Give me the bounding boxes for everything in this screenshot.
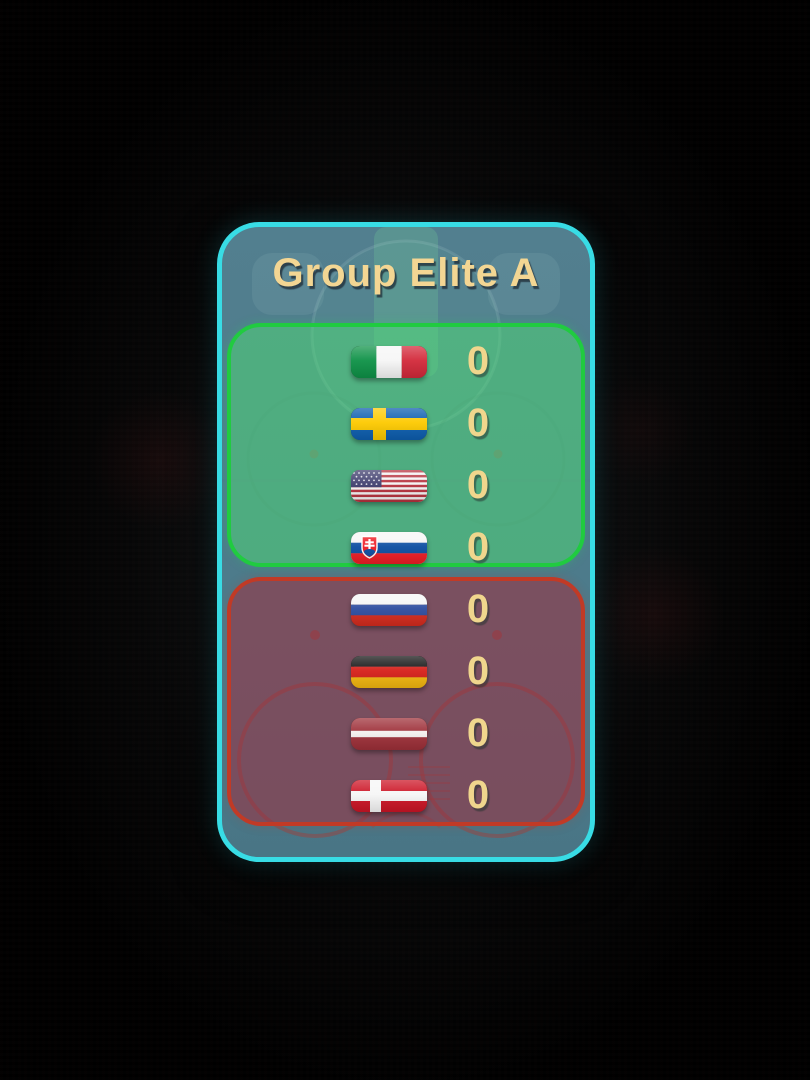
team-score: 0 [466,339,490,383]
team-score: 0 [466,649,490,693]
team-score: 0 [466,711,490,755]
team-score: 0 [466,463,490,507]
team-row-italy: 0 [231,339,581,383]
team-row-germany: 0 [231,649,581,693]
team-row-slovakia: 0 [231,525,581,569]
team-score: 0 [466,525,490,569]
team-score: 0 [466,773,490,817]
flag-slovakia-icon [351,531,427,564]
group-title: Group Elite A [272,251,540,295]
group-standings-panel: Group Elite A 0 [217,222,595,862]
team-score: 0 [466,587,490,631]
team-row-latvia: 0 [231,711,581,755]
team-row-sweden: 0 [231,401,581,445]
flag-germany-icon [351,655,427,688]
flag-usa-icon [351,469,427,502]
advancing-zone: 0 0 [227,323,585,567]
team-score: 0 [466,401,490,445]
flag-italy-icon [351,345,427,378]
flag-denmark-icon [351,779,427,812]
team-row-denmark: 0 [231,773,581,817]
flag-sweden-icon [351,407,427,440]
flag-russia-icon [351,593,427,626]
relegation-zone: 0 0 0 [227,577,585,826]
team-row-usa: 0 [231,463,581,507]
flag-latvia-icon [351,717,427,750]
team-row-russia: 0 [231,587,581,631]
